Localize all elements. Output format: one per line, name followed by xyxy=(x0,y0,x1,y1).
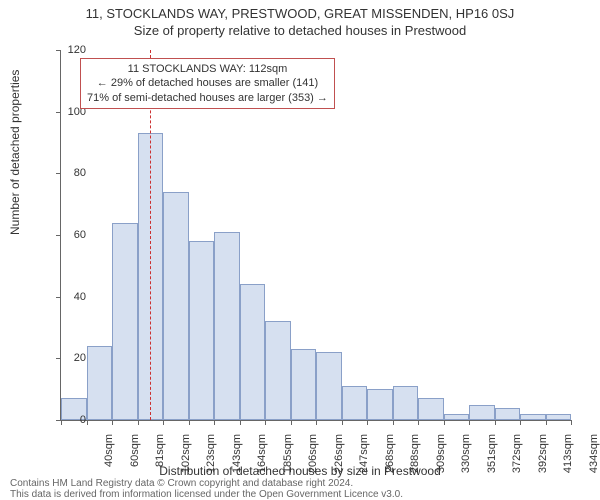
xtick-mark xyxy=(495,420,496,425)
footer-attribution: Contains HM Land Registry data © Crown c… xyxy=(10,478,403,500)
histogram-bar xyxy=(214,232,240,420)
histogram-bar xyxy=(112,223,138,420)
histogram-bar xyxy=(240,284,266,420)
ytick-label: 0 xyxy=(56,414,86,426)
xtick-mark xyxy=(163,420,164,425)
histogram-bar xyxy=(367,389,393,420)
xtick-mark xyxy=(240,420,241,425)
histogram-bar xyxy=(163,192,189,420)
ytick-label: 120 xyxy=(56,44,86,56)
ytick-label: 80 xyxy=(56,167,86,179)
histogram-bar xyxy=(418,398,444,420)
xtick-mark xyxy=(571,420,572,425)
xtick-mark xyxy=(546,420,547,425)
histogram-bar xyxy=(189,241,215,420)
footer-line2: This data is derived from information li… xyxy=(10,489,403,500)
histogram-bar xyxy=(316,352,342,420)
ytick-label: 60 xyxy=(56,229,86,241)
histogram-bar xyxy=(495,408,521,420)
annotation-line2: ← 29% of detached houses are smaller (14… xyxy=(87,76,328,90)
xtick-mark xyxy=(291,420,292,425)
histogram-bar xyxy=(87,346,113,420)
histogram-bar xyxy=(291,349,317,420)
histogram-bar xyxy=(265,321,291,420)
chart-title-address: 11, STOCKLANDS WAY, PRESTWOOD, GREAT MIS… xyxy=(0,0,600,21)
xtick-mark xyxy=(265,420,266,425)
xtick-mark xyxy=(214,420,215,425)
chart-title-subtitle: Size of property relative to detached ho… xyxy=(0,21,600,38)
xtick-mark xyxy=(393,420,394,425)
xtick-mark xyxy=(418,420,419,425)
xtick-mark xyxy=(342,420,343,425)
xtick-mark xyxy=(469,420,470,425)
annotation-line1: 11 STOCKLANDS WAY: 112sqm xyxy=(87,62,328,76)
y-axis-label: Number of detached properties xyxy=(8,70,22,235)
xtick-mark xyxy=(520,420,521,425)
ytick-label: 20 xyxy=(56,352,86,364)
ytick-label: 40 xyxy=(56,291,86,303)
x-axis-label: Distribution of detached houses by size … xyxy=(0,464,600,478)
xtick-mark xyxy=(189,420,190,425)
xtick-mark xyxy=(316,420,317,425)
xtick-mark xyxy=(367,420,368,425)
histogram-bar xyxy=(444,414,470,420)
xtick-mark xyxy=(444,420,445,425)
xtick-mark xyxy=(87,420,88,425)
annotation-line3: 71% of semi-detached houses are larger (… xyxy=(87,91,328,105)
xtick-mark xyxy=(138,420,139,425)
xtick-mark xyxy=(112,420,113,425)
histogram-bar xyxy=(342,386,368,420)
histogram-bar xyxy=(393,386,419,420)
histogram-bar xyxy=(520,414,546,420)
histogram-bar xyxy=(546,414,572,420)
histogram-bar xyxy=(469,405,495,420)
footer-line1: Contains HM Land Registry data © Crown c… xyxy=(10,478,403,489)
annotation-box: 11 STOCKLANDS WAY: 112sqm ← 29% of detac… xyxy=(80,58,335,109)
